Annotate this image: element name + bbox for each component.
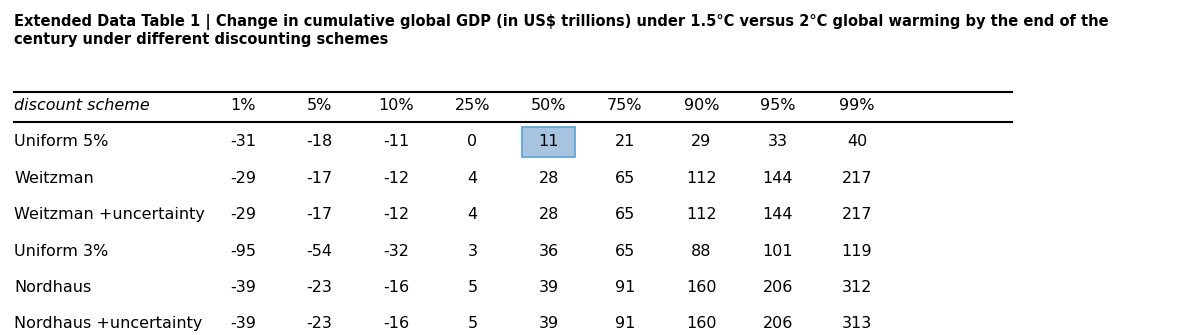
- Text: -39: -39: [230, 317, 257, 331]
- Text: 28: 28: [539, 171, 559, 186]
- Text: 206: 206: [762, 280, 793, 295]
- Text: 90%: 90%: [684, 98, 719, 113]
- Text: Weitzman +uncertainty: Weitzman +uncertainty: [14, 207, 205, 222]
- Text: 33: 33: [768, 134, 787, 149]
- Text: 160: 160: [686, 280, 716, 295]
- Text: -11: -11: [383, 134, 409, 149]
- Text: 4: 4: [467, 207, 478, 222]
- Text: 88: 88: [691, 244, 712, 259]
- Text: 50%: 50%: [530, 98, 566, 113]
- Text: -12: -12: [383, 171, 409, 186]
- Text: Uniform 3%: Uniform 3%: [14, 244, 108, 259]
- Text: 75%: 75%: [607, 98, 643, 113]
- Text: 1%: 1%: [230, 98, 256, 113]
- Text: 29: 29: [691, 134, 712, 149]
- Text: 10%: 10%: [378, 98, 414, 113]
- Text: -23: -23: [307, 317, 332, 331]
- Text: -18: -18: [306, 134, 332, 149]
- Text: 28: 28: [539, 207, 559, 222]
- Text: 206: 206: [762, 317, 793, 331]
- Text: 144: 144: [762, 171, 793, 186]
- Text: 101: 101: [762, 244, 793, 259]
- Text: 99%: 99%: [839, 98, 875, 113]
- Text: 217: 217: [841, 171, 872, 186]
- Text: 39: 39: [539, 317, 559, 331]
- Text: Nordhaus: Nordhaus: [14, 280, 91, 295]
- Text: Weitzman: Weitzman: [14, 171, 94, 186]
- Text: 5: 5: [467, 280, 478, 295]
- Text: 5%: 5%: [307, 98, 332, 113]
- Text: 36: 36: [539, 244, 559, 259]
- Text: 312: 312: [842, 280, 872, 295]
- Text: -17: -17: [307, 171, 332, 186]
- Text: -16: -16: [383, 280, 409, 295]
- Text: discount scheme: discount scheme: [14, 98, 150, 113]
- Text: 144: 144: [762, 207, 793, 222]
- Text: 4: 4: [467, 171, 478, 186]
- Text: 11: 11: [539, 134, 559, 149]
- Text: Extended Data Table 1 | Change in cumulative global GDP (in US$ trillions) under: Extended Data Table 1 | Change in cumula…: [14, 14, 1109, 47]
- Text: -95: -95: [230, 244, 257, 259]
- Text: -31: -31: [230, 134, 257, 149]
- Text: 91: 91: [614, 317, 635, 331]
- Text: Uniform 5%: Uniform 5%: [14, 134, 109, 149]
- Text: 112: 112: [686, 171, 716, 186]
- Text: -29: -29: [230, 207, 257, 222]
- Text: 65: 65: [614, 207, 635, 222]
- Text: -12: -12: [383, 207, 409, 222]
- Text: -17: -17: [307, 207, 332, 222]
- Text: 5: 5: [467, 317, 478, 331]
- FancyBboxPatch shape: [522, 127, 575, 157]
- Text: 0: 0: [467, 134, 478, 149]
- Text: -23: -23: [307, 280, 332, 295]
- Text: 160: 160: [686, 317, 716, 331]
- Text: 65: 65: [614, 244, 635, 259]
- Text: Nordhaus +uncertainty: Nordhaus +uncertainty: [14, 317, 203, 331]
- Text: -39: -39: [230, 280, 257, 295]
- Text: 40: 40: [847, 134, 868, 149]
- Text: -16: -16: [383, 317, 409, 331]
- Text: 313: 313: [842, 317, 872, 331]
- Text: 65: 65: [614, 171, 635, 186]
- Text: -54: -54: [307, 244, 332, 259]
- Text: 91: 91: [614, 280, 635, 295]
- Text: 25%: 25%: [455, 98, 490, 113]
- Text: 217: 217: [841, 207, 872, 222]
- Text: 39: 39: [539, 280, 559, 295]
- Text: 3: 3: [467, 244, 478, 259]
- Text: -29: -29: [230, 171, 257, 186]
- Text: 95%: 95%: [760, 98, 796, 113]
- Text: 112: 112: [686, 207, 716, 222]
- Text: 119: 119: [841, 244, 872, 259]
- Text: -32: -32: [383, 244, 409, 259]
- Text: 21: 21: [614, 134, 635, 149]
